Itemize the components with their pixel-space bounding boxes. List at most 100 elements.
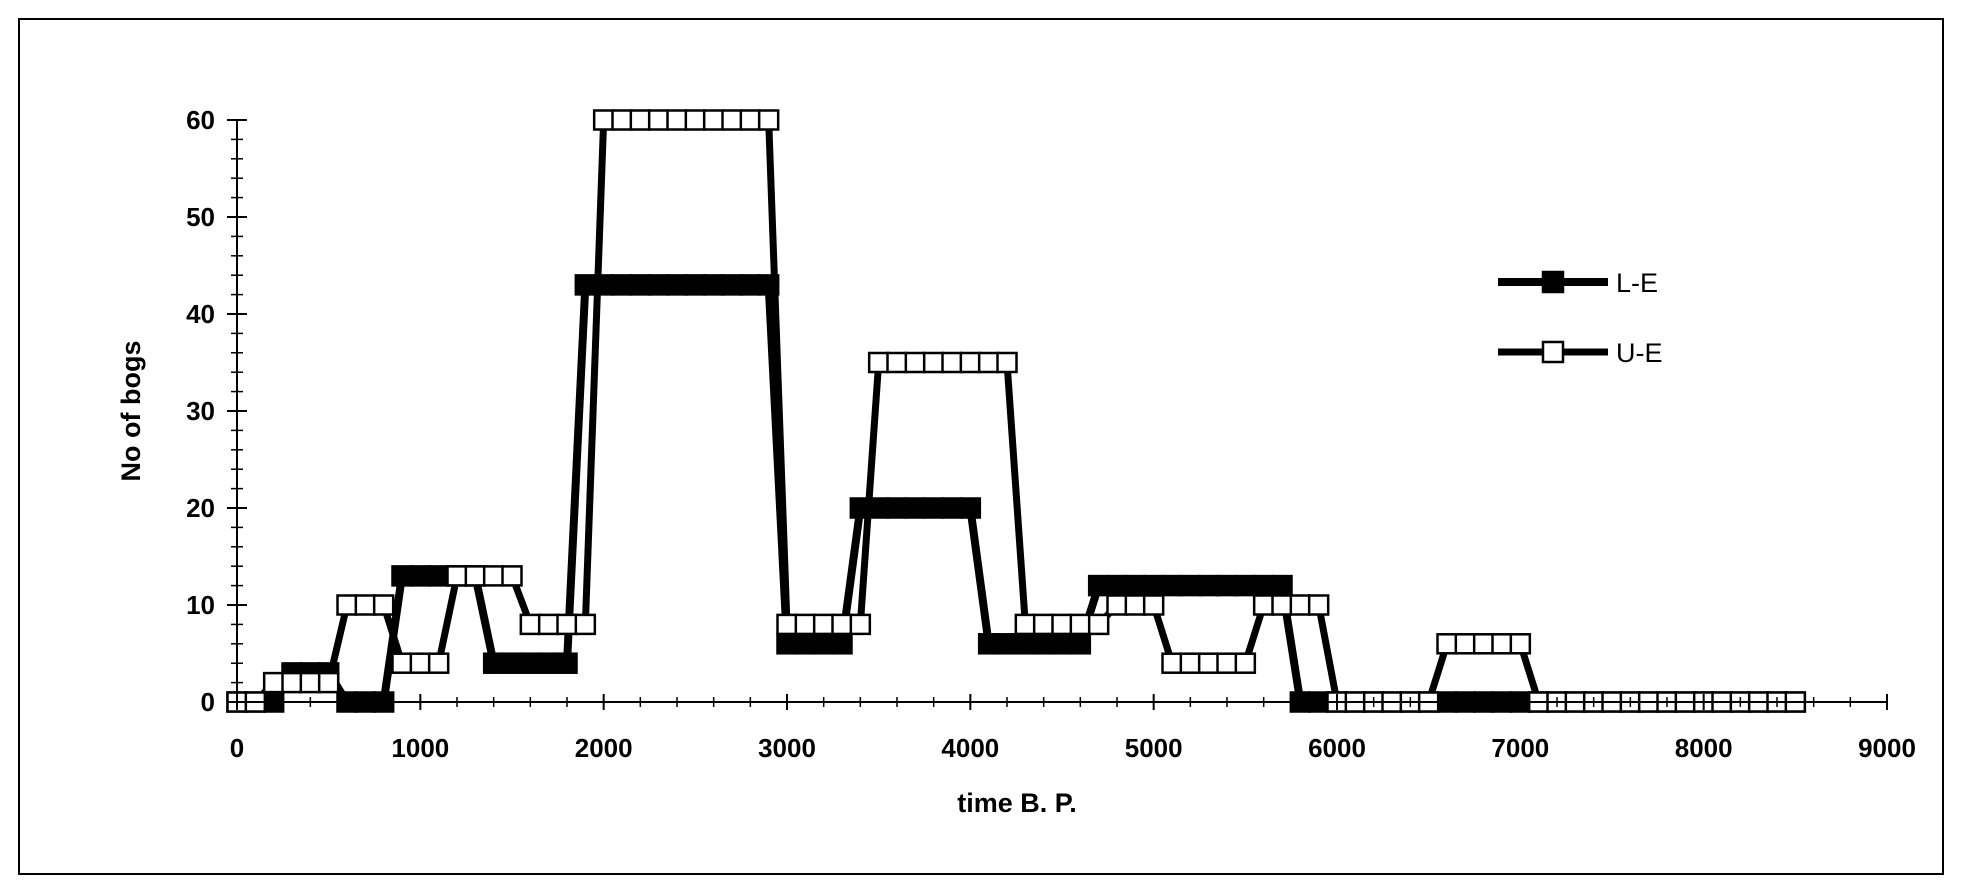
x-tick-label: 3000 — [758, 733, 816, 763]
data-point — [1014, 613, 1037, 636]
y-tick-label: 10 — [186, 590, 215, 620]
data-point — [904, 351, 927, 374]
data-point — [1216, 574, 1238, 597]
data-point — [1234, 574, 1257, 597]
series-ue — [226, 109, 1807, 713]
x-tick-label: 9000 — [1858, 733, 1916, 763]
data-point — [941, 351, 963, 374]
legend: L-E U-E — [1498, 268, 1663, 368]
data-point — [959, 351, 982, 374]
data-point — [776, 613, 798, 636]
data-point — [867, 351, 890, 374]
data-point — [1252, 574, 1275, 597]
data-point — [391, 652, 413, 674]
y-tick-label: 30 — [186, 396, 215, 426]
data-point — [519, 652, 542, 674]
data-point — [629, 274, 652, 296]
x-axis-title: time B. P. — [957, 788, 1077, 818]
data-point — [904, 497, 927, 519]
data-point — [1106, 574, 1128, 597]
data-point — [537, 613, 560, 636]
data-point — [776, 633, 798, 655]
data-point — [1142, 574, 1165, 597]
data-point — [556, 613, 578, 636]
chart-frame — [18, 18, 1944, 875]
data-point — [1051, 613, 1073, 636]
axes-layer: 0 1000 2000 3000 4000 5000 6000 7000 8000 9000 0 10… — [186, 105, 1916, 763]
data-point — [336, 594, 358, 616]
data-point — [1197, 574, 1220, 597]
data-point — [831, 633, 853, 655]
data-point — [996, 351, 1018, 374]
data-point — [1509, 633, 1532, 655]
data-point — [1124, 594, 1147, 616]
data-point — [1454, 633, 1477, 655]
data-point — [574, 613, 597, 636]
data-point — [1106, 594, 1128, 616]
data-point — [1472, 633, 1495, 655]
data-point — [922, 351, 945, 374]
data-point — [372, 594, 395, 616]
y-tick-label: 0 — [201, 687, 215, 717]
legend-entry-ue: U-E — [1498, 338, 1663, 368]
data-point — [1179, 652, 1202, 674]
x-tick-label: 6000 — [1308, 733, 1366, 763]
data-point — [666, 274, 688, 296]
y-tick-label: 40 — [186, 299, 215, 329]
data-point — [482, 565, 505, 587]
data-point — [1216, 652, 1238, 674]
data-point — [922, 497, 945, 519]
data-point — [592, 109, 615, 131]
data-point — [812, 613, 835, 636]
data-point — [317, 671, 340, 694]
data-point — [702, 274, 725, 296]
data-point — [977, 351, 1000, 374]
data-point — [1032, 633, 1055, 655]
data-point — [1069, 633, 1092, 655]
data-point — [482, 652, 505, 674]
data-point — [831, 613, 853, 636]
data-point — [537, 652, 560, 674]
data-point — [1124, 574, 1147, 597]
series-layer — [226, 109, 1807, 713]
data-point — [1014, 633, 1037, 655]
data-point — [1051, 633, 1073, 655]
data-point — [1032, 613, 1055, 636]
data-point — [501, 565, 523, 587]
data-point — [1307, 594, 1330, 616]
data-point — [1436, 633, 1458, 655]
data-point — [1087, 613, 1110, 636]
data-point — [1271, 594, 1293, 616]
data-point — [1271, 574, 1293, 597]
data-point — [629, 109, 652, 131]
data-point — [702, 109, 725, 131]
data-point — [794, 633, 817, 655]
data-point — [611, 274, 633, 296]
data-point — [684, 109, 707, 131]
data-point — [812, 633, 835, 655]
data-point — [519, 613, 542, 636]
data-point — [299, 671, 322, 694]
data-point — [739, 274, 762, 296]
legend-entry-le: L-E — [1498, 268, 1658, 298]
data-point — [354, 594, 377, 616]
data-point — [1161, 574, 1183, 597]
x-tick-label: 4000 — [941, 733, 999, 763]
x-tick-label: 0 — [230, 733, 244, 763]
data-point — [996, 633, 1018, 655]
data-point — [1087, 574, 1110, 597]
data-point — [941, 497, 963, 519]
data-point — [1197, 652, 1220, 674]
legend-label-ue: U-E — [1616, 338, 1663, 368]
x-tick-label: 8000 — [1675, 733, 1733, 763]
data-point — [409, 565, 432, 587]
data-point — [1142, 594, 1165, 616]
legend-label-le: L-E — [1616, 268, 1658, 298]
y-axis-title: No of bogs — [116, 341, 146, 482]
data-point — [977, 633, 1000, 655]
data-point — [647, 109, 670, 131]
data-point — [1289, 594, 1312, 616]
data-point — [959, 497, 982, 519]
data-point — [556, 652, 578, 674]
data-point — [1179, 574, 1202, 597]
